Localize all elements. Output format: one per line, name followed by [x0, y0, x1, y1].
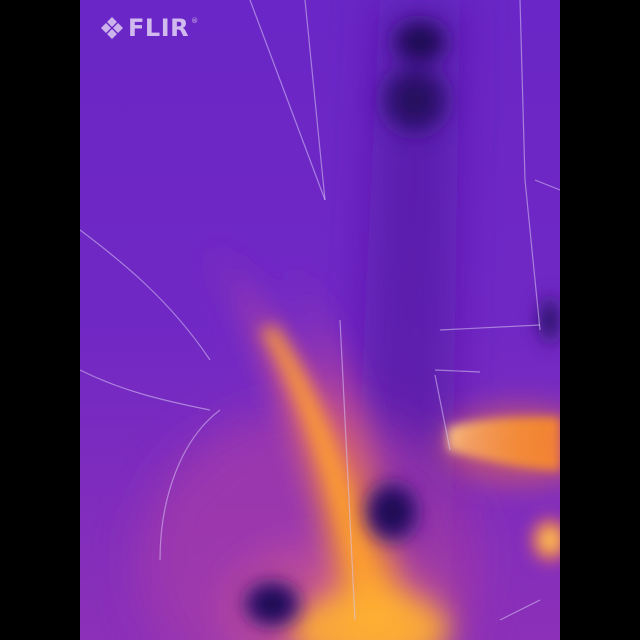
logo-wordmark: FLIR [128, 14, 190, 42]
thermal-image [80, 0, 560, 640]
flir-logo: FLIR ® [100, 12, 198, 44]
cold-spots [236, 12, 560, 634]
hot-floor [290, 590, 450, 640]
logo-trademark: ® [191, 17, 199, 25]
thermal-image-canvas [80, 0, 560, 640]
flir-diamond-icon [101, 17, 123, 39]
edge-lines [80, 0, 560, 621]
hot-bar-glow [440, 405, 560, 485]
letterbox-right [560, 0, 640, 640]
letterbox-left [0, 0, 80, 640]
hot-spot-right [528, 514, 560, 566]
